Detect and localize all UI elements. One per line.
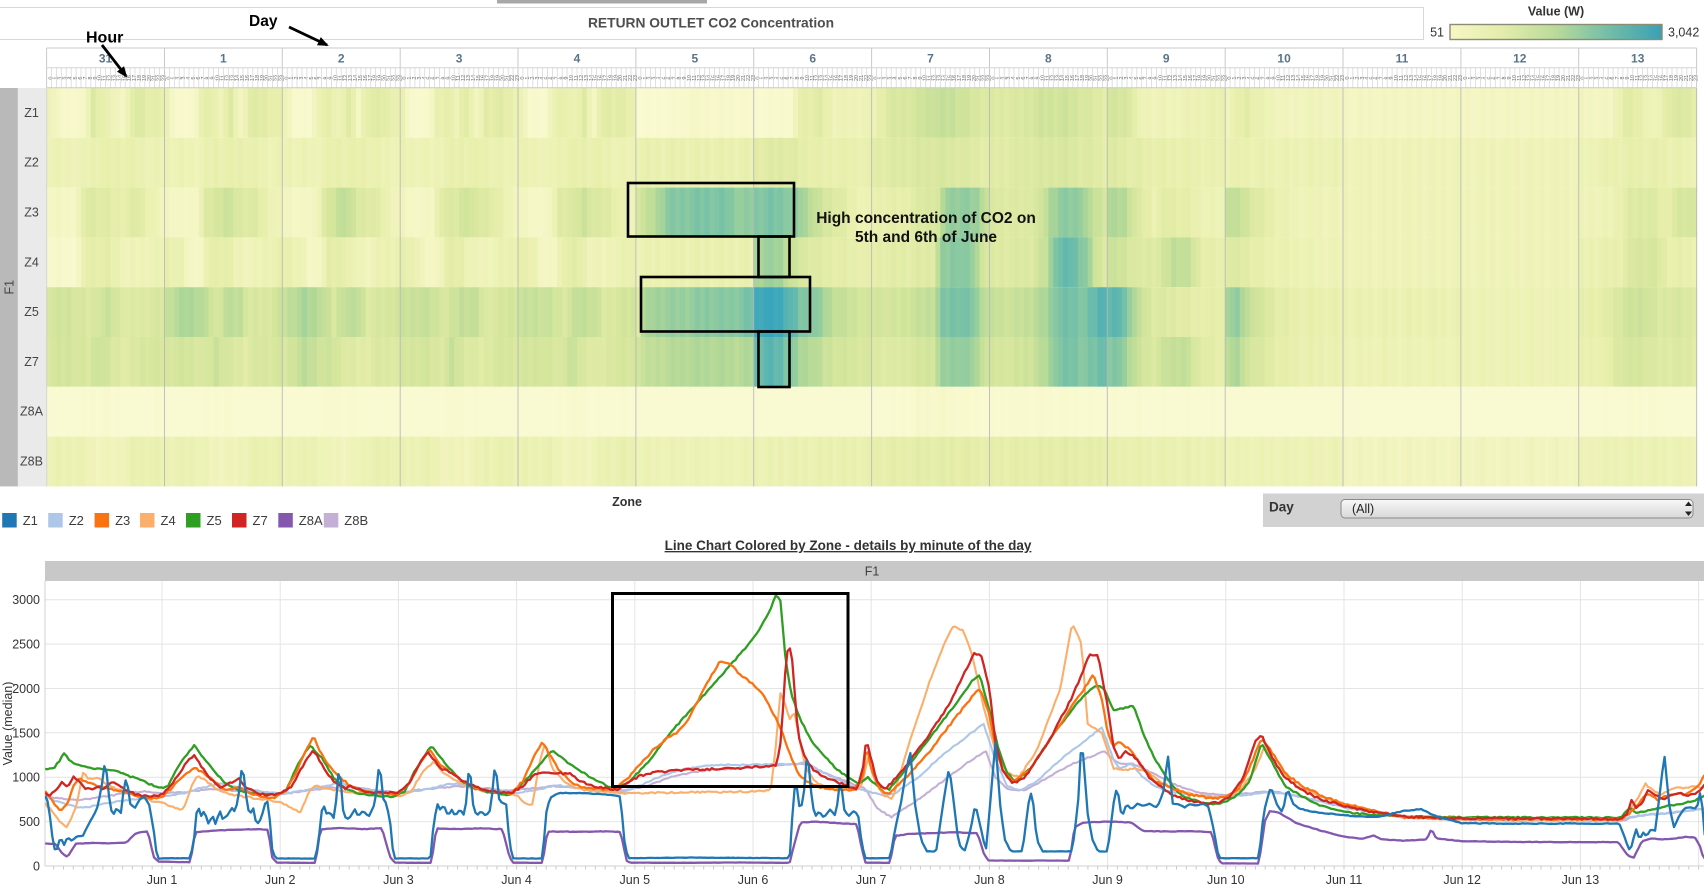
svg-text:Jun 4: Jun 4 [501,873,532,887]
svg-text:12: 12 [1513,52,1527,66]
svg-text:Z7: Z7 [253,513,268,528]
svg-text:Jun 1: Jun 1 [147,873,178,887]
svg-text:Jun 9: Jun 9 [1092,873,1123,887]
svg-text:Line Chart Colored by Zone - d: Line Chart Colored by Zone - details by … [665,538,1032,553]
svg-text:Jun 11: Jun 11 [1326,873,1363,887]
svg-text:Jun 10: Jun 10 [1207,873,1245,887]
svg-text:11: 11 [1396,52,1409,66]
svg-text:Value (W): Value (W) [1528,5,1584,19]
svg-text:Z3: Z3 [115,513,130,528]
svg-text:Jun 13: Jun 13 [1562,873,1600,887]
svg-text:13: 13 [1631,52,1645,66]
svg-text:2: 2 [338,52,345,66]
svg-text:500: 500 [19,815,40,829]
svg-text:1000: 1000 [12,771,40,785]
svg-text:0: 0 [33,860,40,874]
svg-text:High concentration of CO2 on: High concentration of CO2 on [816,210,1036,227]
svg-text:3: 3 [456,52,463,66]
svg-text:Z4: Z4 [24,255,39,269]
svg-text:1: 1 [220,52,227,66]
svg-text:Hour: Hour [86,30,123,47]
svg-text:2000: 2000 [12,682,40,696]
svg-text:Z8B: Z8B [344,513,368,528]
svg-text:9: 9 [1163,52,1170,66]
svg-text:Z8A: Z8A [20,405,44,419]
svg-text:4: 4 [574,52,581,66]
svg-text:F1: F1 [3,280,17,295]
svg-text:Jun 6: Jun 6 [738,873,769,887]
svg-text:3,042: 3,042 [1668,26,1699,40]
svg-text:7: 7 [927,52,934,66]
svg-text:Z3: Z3 [24,206,39,220]
svg-text:RETURN OUTLET CO2 Concentratio: RETURN OUTLET CO2 Concentration [588,16,834,31]
svg-text:2500: 2500 [12,638,40,652]
svg-text:Jun 5: Jun 5 [620,873,651,887]
svg-text:5: 5 [691,52,698,66]
svg-text:Z8B: Z8B [20,455,43,469]
svg-text:31: 31 [99,52,113,66]
svg-text:Jun 7: Jun 7 [856,873,887,887]
svg-text:Jun 2: Jun 2 [265,873,296,887]
svg-text:Jun 3: Jun 3 [383,873,414,887]
svg-text:Jun 8: Jun 8 [974,873,1005,887]
svg-text:8: 8 [1045,52,1052,66]
svg-text:Z8A: Z8A [299,513,323,528]
svg-text:F1: F1 [865,565,880,579]
svg-text:Z2: Z2 [69,513,84,528]
svg-text:Z2: Z2 [24,156,39,170]
svg-text:10: 10 [1277,52,1291,66]
svg-text:Z1: Z1 [23,513,38,528]
svg-text:1500: 1500 [12,726,40,740]
svg-text:Day: Day [249,13,278,30]
svg-text:Jun 12: Jun 12 [1443,873,1481,887]
svg-text:(All): (All) [1352,502,1374,516]
svg-text:51: 51 [1430,26,1444,40]
svg-text:Z7: Z7 [24,355,39,369]
svg-text:Z5: Z5 [24,305,39,319]
svg-text:Z1: Z1 [24,106,39,120]
svg-text:Z4: Z4 [161,513,176,528]
svg-text:Z5: Z5 [207,513,222,528]
svg-text:3000: 3000 [12,593,40,607]
svg-text:Day: Day [1269,500,1294,515]
svg-text:Value (median): Value (median) [1,682,15,766]
svg-text:6: 6 [809,52,816,66]
svg-text:Zone: Zone [612,495,642,509]
svg-text:5th and 6th of June: 5th and 6th of June [855,229,997,246]
